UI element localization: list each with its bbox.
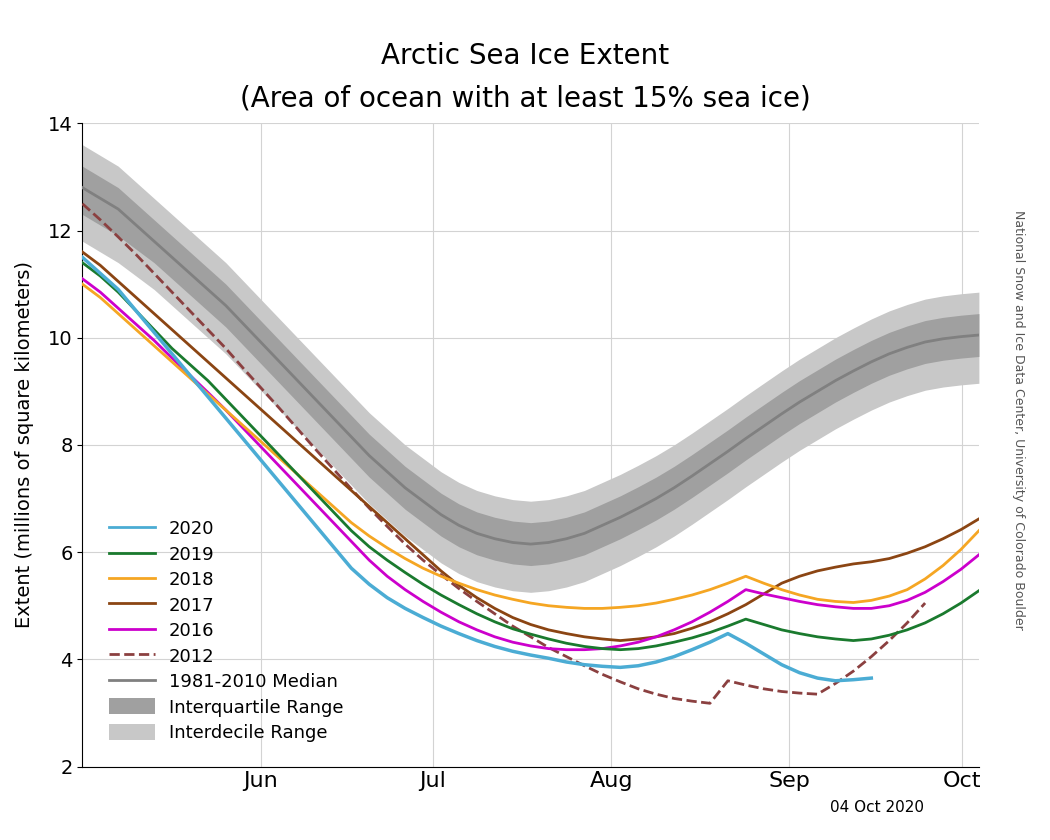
Text: 04 Oct 2020: 04 Oct 2020: [830, 800, 924, 815]
Y-axis label: Extent (millions of square kilometers): Extent (millions of square kilometers): [15, 261, 34, 628]
Text: (Area of ocean with at least 15% sea ice): (Area of ocean with at least 15% sea ice…: [239, 84, 811, 112]
Legend: 2020, 2019, 2018, 2017, 2016, 2012, 1981-2010 Median, Interquartile Range, Inter: 2020, 2019, 2018, 2017, 2016, 2012, 1981…: [101, 511, 353, 751]
Text: National Snow and Ice Data Center, University of Colorado Boulder: National Snow and Ice Data Center, Unive…: [1012, 210, 1025, 630]
Text: Arctic Sea Ice Extent: Arctic Sea Ice Extent: [381, 42, 669, 70]
